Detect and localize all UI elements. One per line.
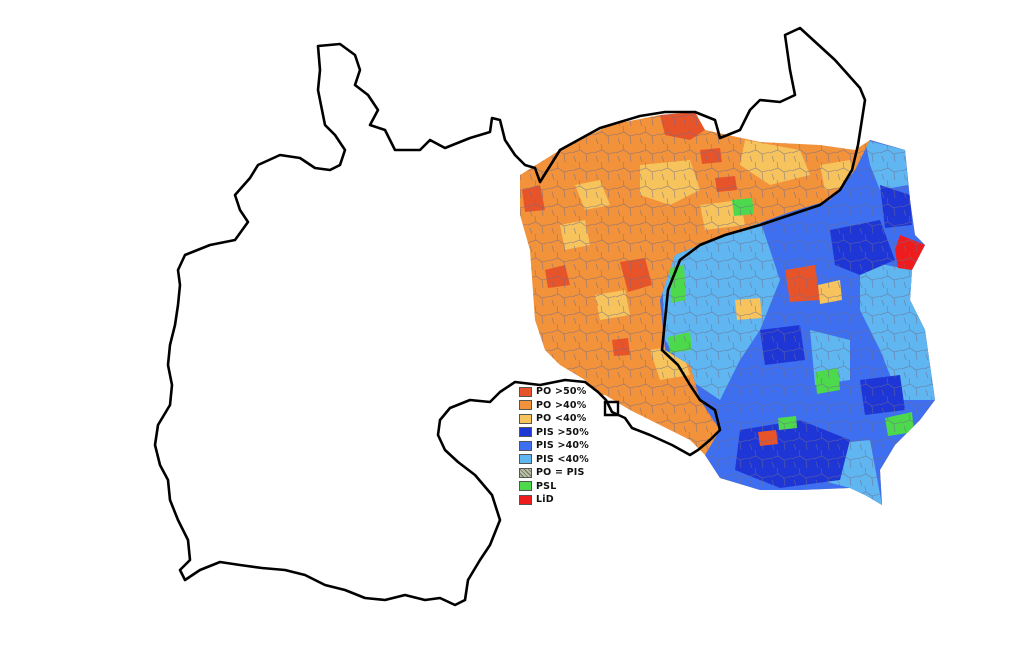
legend-swatch-po-lt40	[519, 413, 532, 424]
legend-label-po-gt50: PO >50%	[536, 386, 587, 398]
legend-item-lid: LiD	[519, 494, 589, 506]
legend-swatch-pis-lt40	[519, 454, 532, 465]
legend-label-pis-gt50: PIS >50%	[536, 426, 589, 438]
border-notch	[603, 400, 620, 417]
legend-swatch-pis-gt50	[519, 427, 532, 438]
historic-border-outline	[153, 26, 867, 607]
legend-item-po-gt50: PO >50%	[519, 386, 589, 398]
legend-item-pis-gt40: PIS >40%	[519, 440, 589, 452]
legend-label-po-gt40: PO >40%	[536, 399, 587, 411]
legend-item-po-gt40: PO >40%	[519, 400, 589, 412]
legend-label-pis-gt40: PIS >40%	[536, 440, 589, 452]
legend-item-pis-gt50: PIS >50%	[519, 427, 589, 439]
legend-item-po-lt40: PO <40%	[519, 413, 589, 425]
legend-label-psl: PSL	[536, 480, 557, 492]
legend-swatch-pis-gt40	[519, 440, 532, 451]
legend-item-po-equal-pis: PO = PIS	[519, 467, 589, 479]
legend-swatch-lid	[519, 494, 532, 505]
legend-label-lid: LiD	[536, 494, 554, 506]
legend-swatch-po-gt50	[519, 386, 532, 397]
legend-label-po-equal-pis: PO = PIS	[536, 467, 585, 479]
legend-item-psl: PSL	[519, 481, 589, 493]
legend-swatch-po-equal-pis	[519, 467, 532, 478]
legend-label-po-lt40: PO <40%	[536, 413, 587, 425]
legend-item-pis-lt40: PIS <40%	[519, 454, 589, 466]
legend-swatch-po-gt40	[519, 400, 532, 411]
legend-swatch-psl	[519, 481, 532, 492]
legend-label-pis-lt40: PIS <40%	[536, 453, 589, 465]
legend: PO >50% PO >40% PO <40% PIS >50% PIS >40…	[519, 386, 589, 506]
